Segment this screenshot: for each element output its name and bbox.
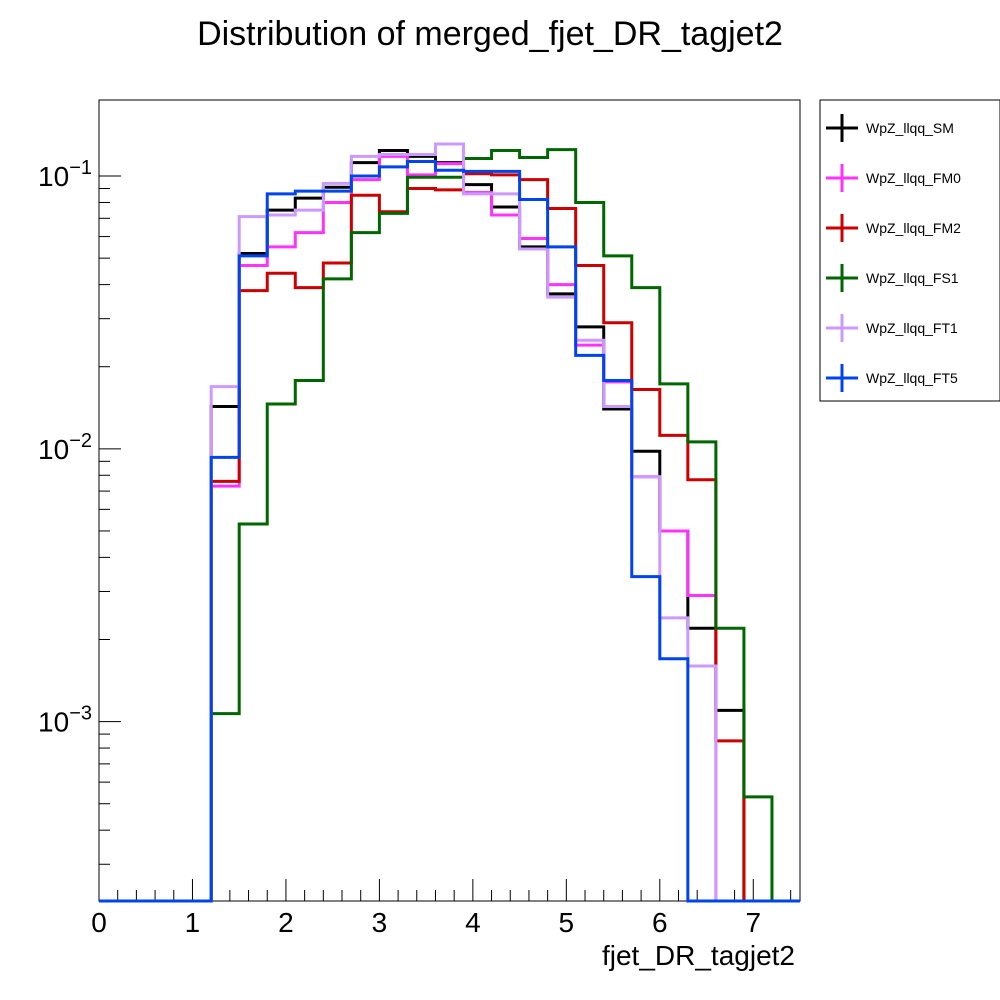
legend-label: WpZ_llqq_FT5 <box>866 370 958 386</box>
series-line <box>99 160 800 903</box>
legend-label: WpZ_llqq_FT1 <box>866 320 958 336</box>
x-tick-label: 4 <box>465 907 481 938</box>
series-layer <box>99 142 800 903</box>
plot-frame <box>98 99 801 902</box>
series-line <box>99 154 800 903</box>
axes-layer: 0 1 2 3 4 5 6 7 10−1 10−2 10−3 <box>38 157 792 938</box>
x-tick-label: 6 <box>652 907 668 938</box>
x-tick-label: 7 <box>745 907 761 938</box>
x-tick-label: 0 <box>91 907 107 938</box>
legend-label: WpZ_llqq_FS1 <box>866 270 959 286</box>
x-tick-label: 1 <box>185 907 201 938</box>
series-line <box>99 148 800 903</box>
series-line <box>99 142 800 903</box>
y-tick-label: 10−3 <box>38 703 92 738</box>
x-tick-label: 2 <box>278 907 294 938</box>
legend-label: WpZ_llqq_FM0 <box>866 170 961 186</box>
y-tick-label: 10−2 <box>38 430 92 465</box>
legend-box <box>819 99 1000 402</box>
legend-label: WpZ_llqq_SM <box>866 120 954 136</box>
y-tick-label: 10−1 <box>38 157 92 192</box>
x-tick-label: 5 <box>559 907 575 938</box>
chart-title: Distribution of merged_fjet_DR_tagjet2 <box>197 15 783 53</box>
legend: WpZ_llqq_SM WpZ_llqq_FM0 WpZ_llqq_FM2 WpZ_l… <box>826 114 961 392</box>
series-line <box>99 172 800 903</box>
x-tick-label: 3 <box>372 907 388 938</box>
x-axis-label: fjet_DR_tagjet2 <box>602 940 795 971</box>
series-line <box>99 149 800 903</box>
legend-label: WpZ_llqq_FM2 <box>866 220 961 236</box>
